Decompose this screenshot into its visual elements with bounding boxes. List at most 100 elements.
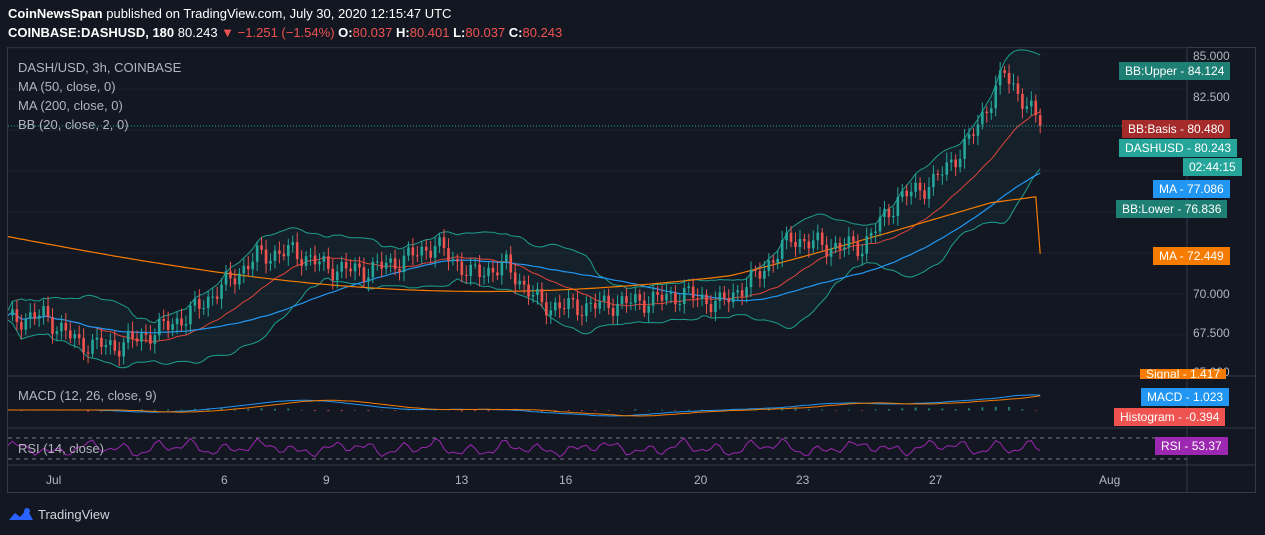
macd-histogram-bar [87, 410, 90, 412]
candle-body [847, 236, 851, 248]
candle-body [1034, 100, 1038, 116]
candle-body [246, 265, 250, 270]
candle-body [954, 159, 957, 168]
candle-body [860, 253, 864, 257]
candle-body [269, 260, 272, 264]
candle-body [491, 267, 495, 273]
price-tick-70: 70.000 [1193, 287, 1230, 301]
candle-body [295, 242, 299, 260]
candle-body [865, 236, 868, 254]
time-tick-13: 13 [455, 473, 469, 487]
candle-body [402, 255, 406, 272]
candle-body [798, 238, 802, 247]
macd-histogram-bar [220, 408, 223, 411]
candle-body [175, 318, 179, 325]
candle-body [198, 299, 201, 309]
candle-body [629, 302, 633, 304]
candle-body [780, 240, 784, 259]
macd-histogram-bar [193, 408, 196, 411]
candle-body [251, 261, 255, 270]
macd-histogram-bar [474, 410, 477, 412]
candle-body [42, 305, 45, 316]
candle-body [411, 247, 415, 256]
candle-body [224, 271, 228, 285]
candle-body [393, 258, 397, 270]
candle-body [687, 286, 691, 289]
candle-body [189, 305, 192, 325]
open-value: 80.037 [352, 25, 393, 40]
signal-tag: Signal - 1.417 [1140, 369, 1227, 379]
candle-body [625, 296, 628, 304]
candle-body [73, 334, 77, 339]
bb-upper-line [7, 49, 1041, 324]
candle-body [398, 269, 401, 272]
candle-body [927, 187, 931, 199]
candle-body [811, 240, 815, 249]
candle-body [892, 215, 895, 218]
ma50-label: MA [1159, 182, 1177, 196]
candle-body [180, 318, 183, 326]
candle-body [193, 299, 197, 306]
candle-body [291, 242, 295, 246]
legend-ma200: MA (200, close, 0) [18, 98, 123, 113]
candle-body [1003, 70, 1006, 73]
macd-histogram-bar [140, 409, 143, 411]
ma200-label: MA [1159, 249, 1177, 263]
bb-upper-value: 84.124 [1187, 64, 1225, 78]
candle-body [264, 249, 268, 264]
candle-body [714, 300, 717, 313]
candle-body [380, 261, 384, 269]
candle-body [109, 340, 112, 345]
candle-body [651, 291, 655, 306]
bb-lower-line [7, 168, 1041, 369]
legend-main: DASH/USD, 3h, COINBASE [18, 60, 182, 75]
candle-body [834, 242, 837, 249]
candle-body [923, 190, 926, 199]
macd-label: MACD [1147, 390, 1183, 404]
macd-histogram-bar [994, 406, 997, 411]
candle-body [104, 344, 108, 348]
candle-body [309, 255, 312, 257]
macd-histogram-bar [634, 409, 637, 411]
candle-body [1016, 83, 1020, 94]
candle-body [24, 318, 28, 330]
last-price-tag: DASHUSD - 80.243 [1119, 139, 1238, 157]
candle-body [589, 302, 593, 304]
candle-body [740, 290, 744, 297]
candle-body [358, 263, 361, 268]
macd-histogram-bar [20, 410, 23, 412]
macd-histogram-bar [313, 410, 316, 412]
macd-histogram-bar [167, 409, 170, 411]
publisher-name[interactable]: CoinNewsSpan [8, 6, 103, 21]
bb-upper-tag: BB:Upper - 84.124 [1119, 62, 1231, 80]
macd-histogram-bar [981, 407, 984, 411]
candle-body [972, 134, 975, 136]
candle-body [700, 294, 704, 300]
candle-body [709, 304, 713, 313]
candle-body [505, 254, 508, 262]
candle-body [482, 275, 486, 277]
candle-body [157, 318, 161, 336]
candle-body [100, 337, 103, 348]
macd-histogram-bar [247, 408, 250, 411]
candle-body [420, 246, 424, 256]
last-price: 80.243 [177, 25, 218, 40]
candle-body [736, 290, 739, 293]
macd-histogram-bar [807, 409, 810, 411]
macd-histogram-bar [701, 409, 704, 411]
candle-body [731, 292, 735, 303]
candle-body [424, 246, 428, 251]
candle-body [678, 304, 682, 306]
candle-body [843, 247, 846, 250]
macd-histogram-bar [1021, 409, 1024, 411]
candle-body [531, 294, 535, 297]
candle-body [963, 138, 966, 159]
low-label: L: [453, 25, 466, 40]
tradingview-logo[interactable]: TradingView [8, 506, 110, 522]
macd-histogram-bar [607, 410, 610, 411]
low-value: 80.037 [465, 25, 506, 40]
time-tick-9: 9 [323, 473, 330, 487]
candle-body [598, 301, 602, 309]
price-tick-67-5: 67.500 [1193, 326, 1230, 340]
